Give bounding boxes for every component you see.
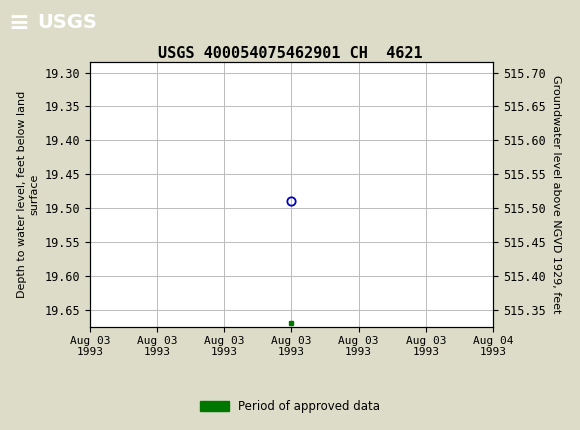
Text: USGS: USGS	[38, 13, 97, 32]
Text: USGS 400054075462901 CH  4621: USGS 400054075462901 CH 4621	[158, 46, 422, 61]
Y-axis label: Groundwater level above NGVD 1929, feet: Groundwater level above NGVD 1929, feet	[551, 75, 561, 314]
Text: ≡: ≡	[9, 11, 30, 34]
Y-axis label: Depth to water level, feet below land
surface: Depth to water level, feet below land su…	[17, 91, 39, 298]
Legend: Period of approved data: Period of approved data	[195, 395, 385, 418]
